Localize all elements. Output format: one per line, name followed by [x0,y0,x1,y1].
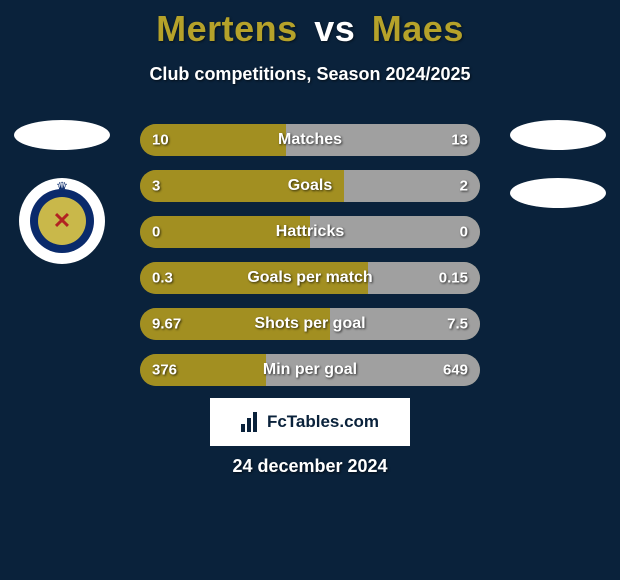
bar-left-value: 0 [152,224,160,241]
bar-left-value: 10 [152,132,169,149]
bar-label: Goals [288,177,332,195]
club-logo-placeholder-icon [510,120,606,150]
subtitle: Club competitions, Season 2024/2025 [0,64,620,85]
crest-inner-icon: ✕ [38,197,86,245]
title-player2: Maes [372,8,464,49]
bar-label: Min per goal [263,361,357,379]
club-crest-left: ♛ ✕ [19,178,105,264]
bar-row: 376 649 Min per goal [140,354,480,386]
crown-icon: ♛ [56,179,69,196]
logos-left: ♛ ✕ [12,120,112,264]
title-player1: Mertens [156,8,298,49]
bar-left-value: 376 [152,362,177,379]
bar-row: 0 0 Hattricks [140,216,480,248]
bar-left-value: 9.67 [152,316,181,333]
fctables-label: FcTables.com [267,412,379,432]
crest-icon: ♛ ✕ [30,189,94,253]
bar-right-value: 0.15 [439,270,468,287]
club-logo-placeholder-icon [14,120,110,150]
comparison-page: Mertens vs Maes Club competitions, Seaso… [0,0,620,580]
bar-left-value: 0.3 [152,270,173,287]
bar-right-value: 2 [460,178,468,195]
bar-right-value: 7.5 [447,316,468,333]
bar-right-value: 13 [451,132,468,149]
bar-right-value: 649 [443,362,468,379]
page-title: Mertens vs Maes [0,0,620,50]
bar-label: Hattricks [276,223,344,241]
bar-label: Shots per goal [254,315,365,333]
fctables-badge: FcTables.com [210,398,410,446]
bar-left-value: 3 [152,178,160,195]
bar-right-value: 0 [460,224,468,241]
bar-chart-icon [241,412,261,432]
comparison-bars: 10 13 Matches 3 2 Goals 0 0 Hattricks 0.3 0.15 Goal… [140,124,480,386]
bar-row: 9.67 7.5 Shots per goal [140,308,480,340]
bar-row: 0.3 0.15 Goals per match [140,262,480,294]
title-vs: vs [314,8,355,49]
logos-right [508,120,608,208]
date-label: 24 december 2024 [232,456,387,477]
bar-label: Goals per match [247,269,372,287]
bar-row: 3 2 Goals [140,170,480,202]
club-logo-placeholder-icon [510,178,606,208]
bar-label: Matches [278,131,342,149]
bar-row: 10 13 Matches [140,124,480,156]
